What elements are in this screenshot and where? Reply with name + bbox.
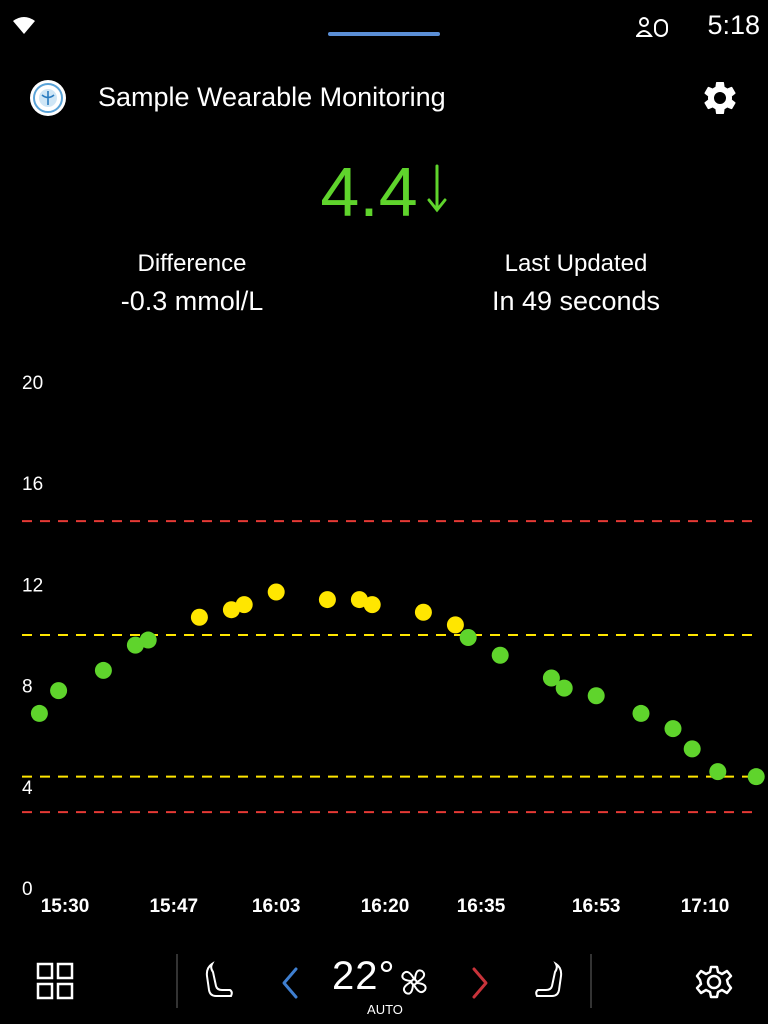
apps-grid-icon[interactable] bbox=[36, 962, 74, 1000]
status-clock: 5:18 bbox=[707, 10, 760, 40]
data-point bbox=[318, 591, 336, 609]
data-point bbox=[632, 704, 650, 722]
x-tick-label: 16:35 bbox=[457, 896, 506, 917]
x-tick-label: 16:03 bbox=[252, 896, 301, 917]
data-point bbox=[126, 636, 144, 654]
account-icon bbox=[636, 17, 668, 37]
temperature-value: 22° bbox=[332, 954, 396, 998]
data-point bbox=[555, 679, 573, 697]
reading-value: 4.4 bbox=[320, 153, 418, 231]
data-point bbox=[664, 720, 682, 738]
data-point bbox=[683, 740, 701, 758]
y-tick-label: 4 bbox=[22, 778, 33, 799]
data-point bbox=[30, 704, 48, 722]
difference-label: Difference bbox=[137, 250, 247, 277]
bar-divider bbox=[176, 954, 178, 1008]
data-point bbox=[50, 682, 68, 700]
x-tick-label: 16:53 bbox=[572, 896, 621, 917]
fan-icon[interactable] bbox=[398, 966, 430, 998]
data-point bbox=[350, 591, 368, 609]
x-tick-label: 15:30 bbox=[41, 896, 90, 917]
chevron-left-icon[interactable] bbox=[278, 966, 302, 1000]
difference-value: -0.3 mmol/L bbox=[120, 286, 264, 316]
data-point bbox=[747, 768, 765, 786]
seat-heat-right-icon[interactable] bbox=[534, 960, 564, 1000]
data-point bbox=[446, 616, 464, 634]
y-tick-label: 16 bbox=[22, 474, 43, 495]
data-point bbox=[235, 596, 253, 614]
glucose-scatter-chart: 0 4 8 12 16 20 15:30 15:47 16:03 16:20 16:35 16:53… bbox=[22, 373, 765, 917]
x-tick-label: 17:10 bbox=[681, 896, 730, 917]
data-point bbox=[267, 583, 285, 601]
data-point bbox=[190, 608, 208, 626]
data-point bbox=[94, 661, 112, 679]
y-tick-label: 20 bbox=[22, 373, 43, 394]
x-tick-label: 15:47 bbox=[149, 896, 198, 917]
data-point bbox=[222, 601, 240, 619]
bar-divider bbox=[590, 954, 592, 1008]
gear-icon[interactable] bbox=[694, 962, 734, 1002]
app-logo bbox=[30, 80, 66, 116]
data-point bbox=[587, 687, 605, 705]
data-point bbox=[709, 763, 727, 781]
settings-gear-icon[interactable] bbox=[700, 78, 740, 118]
vehicle-control-bar bbox=[0, 938, 768, 1024]
y-tick-label: 0 bbox=[22, 879, 33, 900]
chevron-right-icon[interactable] bbox=[468, 966, 492, 1000]
data-point bbox=[363, 596, 381, 614]
app-title: Sample Wearable Monitoring bbox=[98, 82, 446, 112]
fan-auto-label: AUTO bbox=[367, 1002, 403, 1017]
last-updated-value: In 49 seconds bbox=[491, 286, 661, 316]
last-updated-label: Last Updated bbox=[504, 250, 648, 277]
data-point bbox=[139, 631, 157, 649]
wifi-icon bbox=[13, 17, 35, 34]
trend-down-arrow-icon bbox=[427, 164, 447, 213]
data-point bbox=[542, 669, 560, 687]
x-tick-label: 16:20 bbox=[361, 896, 410, 917]
data-point bbox=[491, 646, 509, 664]
drag-handle[interactable] bbox=[328, 32, 440, 36]
y-tick-label: 12 bbox=[22, 575, 43, 596]
data-point bbox=[414, 603, 432, 621]
seat-heat-left-icon[interactable] bbox=[204, 960, 234, 1000]
y-tick-label: 8 bbox=[22, 677, 33, 698]
current-reading: 4.4 bbox=[0, 150, 768, 234]
data-point bbox=[459, 629, 477, 647]
app-logo-icon bbox=[33, 83, 63, 113]
